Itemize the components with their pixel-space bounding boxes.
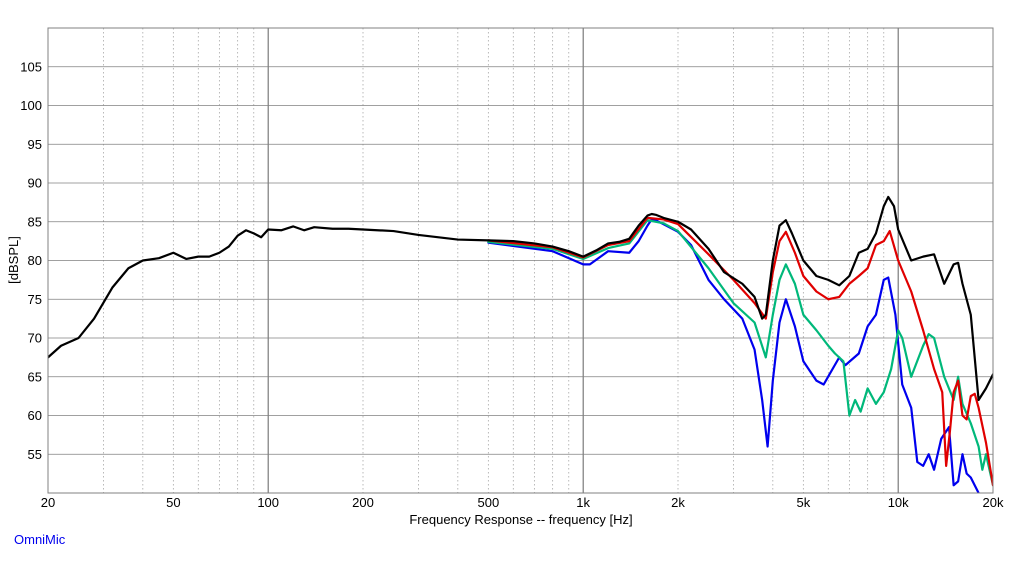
y-tick-label: 105 bbox=[20, 59, 42, 74]
x-tick-label: 10k bbox=[888, 495, 909, 510]
x-tick-label: 20 bbox=[41, 495, 55, 510]
y-tick-label: 55 bbox=[28, 447, 42, 462]
x-tick-label: 20k bbox=[983, 495, 1004, 510]
x-tick-label: 200 bbox=[352, 495, 374, 510]
x-axis-label: Frequency Response -- frequency [Hz] bbox=[409, 512, 632, 527]
x-tick-label: 50 bbox=[166, 495, 180, 510]
series-line-1 bbox=[48, 195, 993, 402]
y-tick-label: 85 bbox=[28, 214, 42, 229]
y-tick-label: 100 bbox=[20, 98, 42, 113]
y-tick-label: 70 bbox=[28, 331, 42, 346]
x-tick-labels: 20 50 100 200 500 1k 2k 5k 10k 20k bbox=[41, 495, 1004, 510]
y-tick-label: 90 bbox=[28, 176, 42, 191]
brand-label: OmniMic bbox=[14, 532, 66, 547]
y-tick-label: 60 bbox=[28, 408, 42, 423]
x-tick-label: 2k bbox=[671, 495, 685, 510]
x-tick-label: 5k bbox=[796, 495, 810, 510]
major-grid bbox=[48, 28, 993, 493]
x-tick-label: 500 bbox=[477, 495, 499, 510]
y-tick-label: 65 bbox=[28, 369, 42, 384]
plot-frame bbox=[47, 27, 994, 494]
series-line-2 bbox=[487, 216, 993, 487]
x-tick-label: 1k bbox=[576, 495, 590, 510]
series-layer bbox=[48, 195, 993, 493]
y-tick-label: 80 bbox=[28, 253, 42, 268]
y-tick-labels: 55 60 65 70 75 80 85 90 95 100 105 bbox=[20, 59, 42, 462]
y-tick-label: 95 bbox=[28, 137, 42, 152]
y-tick-label: 75 bbox=[28, 292, 42, 307]
x-tick-label: 100 bbox=[257, 495, 279, 510]
y-axis-label: [dBSPL] bbox=[6, 236, 21, 284]
